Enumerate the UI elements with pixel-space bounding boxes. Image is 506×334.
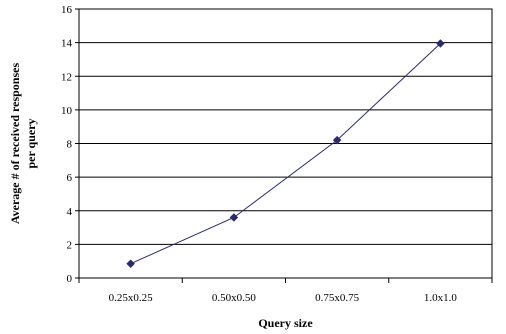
y-axis-title-line-1: Average # of received responses (8, 63, 22, 225)
data-point (229, 213, 239, 222)
y-tick-label: 6 (67, 172, 73, 184)
y-tick-label: 14 (61, 38, 73, 50)
y-tick-label: 0 (67, 273, 73, 285)
y-tick-label: 12 (61, 71, 72, 83)
y-axis-ticks: 0 2 4 6 8 10 12 14 16 (61, 4, 79, 285)
y-tick-label: 8 (67, 139, 73, 151)
y-tick-label: 4 (67, 206, 73, 218)
data-series (126, 39, 445, 269)
y-tick-label: 16 (61, 4, 73, 16)
y-gridlines (79, 8, 492, 279)
x-tick-label: 1.0x1.0 (424, 292, 458, 304)
x-tick-label: 0.50x0.50 (212, 292, 257, 304)
data-point (126, 259, 135, 269)
data-point (332, 135, 342, 145)
x-tick-label: 0.25x0.25 (109, 292, 154, 304)
x-tick-label: 0.75x0.75 (315, 292, 360, 304)
data-point (436, 39, 445, 48)
y-tick-label: 10 (61, 105, 73, 117)
x-axis-ticks: 0.25x0.25 0.50x0.50 0.75x0.75 1.0x1.0 (78, 278, 493, 304)
series-line (130, 43, 441, 265)
y-axis-title: Average # of received responses per quer… (8, 63, 38, 225)
y-axis-title-line-2: per query (24, 118, 38, 168)
y-tick-label: 2 (67, 239, 73, 251)
x-axis-title: Query size (258, 316, 313, 330)
